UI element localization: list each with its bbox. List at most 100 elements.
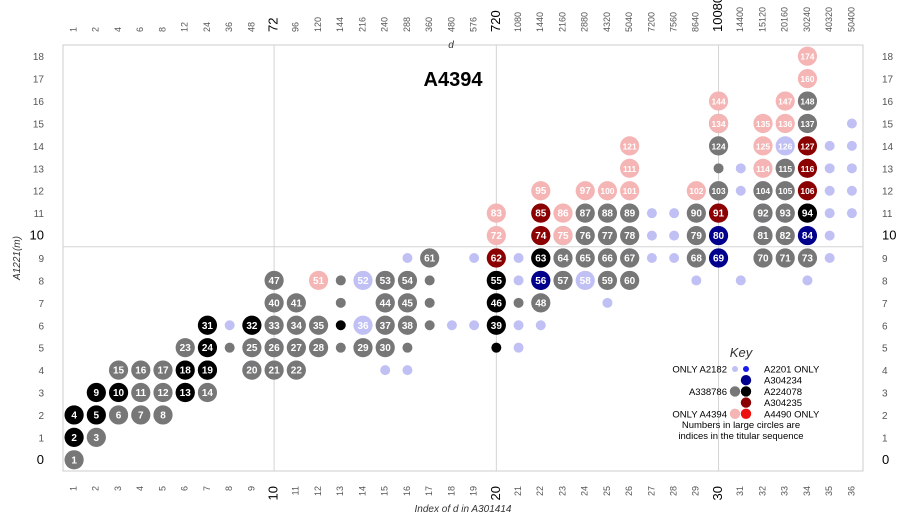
y-tick-label: 10 — [30, 228, 44, 243]
x-tick-label: 2 — [91, 486, 101, 491]
point-label: 38 — [402, 321, 414, 332]
top-tick-label: 120 — [313, 17, 323, 32]
point-a338786 — [286, 360, 306, 380]
point-a4394 — [553, 225, 573, 246]
point-a338786 — [597, 270, 618, 291]
point-a338786 — [553, 270, 573, 291]
y-tick-label: 12 — [33, 187, 45, 198]
legend-label: ONLY A2182 — [672, 365, 727, 376]
point-a338786 — [775, 225, 795, 246]
legend-note-line1: Numbers in large circles are — [682, 420, 800, 431]
chart-title: A4394 — [424, 69, 484, 91]
point-a338786 — [131, 382, 151, 403]
point-label: 56 — [535, 276, 547, 287]
x-tick-label: 16 — [402, 486, 412, 496]
point-a338786 — [375, 293, 395, 313]
point-label: 83 — [491, 209, 503, 220]
top-tick-label: 4320 — [602, 12, 612, 32]
point-a338786 — [597, 203, 618, 223]
top-tick-label: 480 — [446, 17, 456, 32]
point-a338786 — [753, 225, 773, 246]
point-a338786 — [264, 338, 284, 358]
x-tick-label: 26 — [624, 486, 634, 496]
point-label: 121 — [623, 141, 637, 151]
x-tick-label: 12 — [313, 486, 323, 496]
point-label: 48 — [535, 298, 547, 309]
y-tick-label-right: 15 — [882, 119, 894, 130]
top-tick-label: 720 — [488, 10, 503, 32]
point-label: 137 — [800, 119, 814, 129]
point-a2182 — [824, 185, 835, 196]
point-label: 46 — [491, 298, 503, 309]
point-a4394 — [620, 181, 640, 201]
point-a224078 — [197, 338, 218, 358]
point-a338786 — [620, 225, 640, 246]
legend-swatch — [740, 386, 752, 397]
x-tick-label: 27 — [646, 486, 656, 496]
y-tick-label-right: 2 — [882, 411, 888, 422]
point-label: 86 — [557, 209, 569, 220]
point-label: 43 — [357, 298, 369, 309]
point-label: 36 — [357, 321, 369, 332]
point-label: 4 — [71, 410, 77, 421]
legend-title: Key — [730, 345, 754, 360]
point-a2182 — [802, 275, 813, 286]
point-a338786 — [308, 315, 329, 335]
point-label: 81 — [757, 231, 769, 242]
x-tick-label: 22 — [535, 486, 545, 496]
y-tick-label-right: 3 — [882, 389, 888, 400]
point-label: 19 — [202, 366, 214, 377]
point-label: 8 — [160, 410, 166, 421]
legend-swatch — [740, 397, 752, 408]
point-a338786 — [242, 360, 262, 380]
point-a338786 — [197, 382, 218, 403]
top-tick-label: 240 — [380, 17, 390, 32]
point-a338786 — [397, 293, 418, 313]
point-a2182 — [846, 208, 857, 219]
point-a4394 — [753, 158, 773, 178]
legend-swatch — [743, 366, 749, 372]
point-a338786 — [713, 163, 724, 174]
point-a224078 — [175, 360, 195, 380]
point-label: 71 — [780, 254, 792, 265]
point-label: 22 — [291, 366, 303, 377]
point-label: 51 — [313, 276, 325, 287]
point-label: 37 — [380, 321, 392, 332]
top-tick-label: 50400 — [846, 7, 856, 32]
point-label: 174 — [800, 52, 814, 62]
point-a338786 — [108, 405, 129, 425]
x-tick-label: 34 — [802, 486, 812, 496]
top-tick-label: 8 — [157, 27, 167, 32]
point-label: 66 — [602, 254, 614, 265]
point-a2182 — [669, 253, 680, 263]
top-tick-label: 7200 — [646, 12, 656, 32]
point-label: 136 — [778, 119, 792, 129]
legend-swatch — [732, 366, 738, 372]
x-tick-label: 11 — [291, 486, 301, 495]
top-tick-label: 144 — [335, 17, 345, 32]
point-a304235 — [531, 203, 551, 223]
point-a2182 — [575, 270, 595, 291]
point-label: 82 — [780, 231, 792, 242]
point-label: 124 — [711, 141, 725, 151]
point-label: 147 — [778, 97, 792, 107]
point-a338786 — [797, 91, 818, 111]
point-label: 62 — [491, 254, 503, 265]
point-a338786 — [424, 275, 435, 286]
point-a338786 — [575, 203, 595, 223]
point-a224078 — [335, 320, 346, 331]
point-label: 125 — [756, 141, 770, 151]
point-a338786 — [153, 405, 173, 425]
point-label: 95 — [535, 186, 547, 197]
data-points — [64, 46, 857, 470]
legend-note-line2: indices in the titular sequence — [678, 431, 803, 442]
point-a4394 — [308, 270, 329, 291]
point-label: 10 — [113, 388, 125, 399]
point-a338786 — [686, 225, 706, 246]
point-a4394 — [708, 91, 729, 111]
point-a338786 — [775, 158, 795, 178]
point-label: 23 — [180, 343, 192, 354]
top-tick-label: 2 — [91, 27, 101, 32]
